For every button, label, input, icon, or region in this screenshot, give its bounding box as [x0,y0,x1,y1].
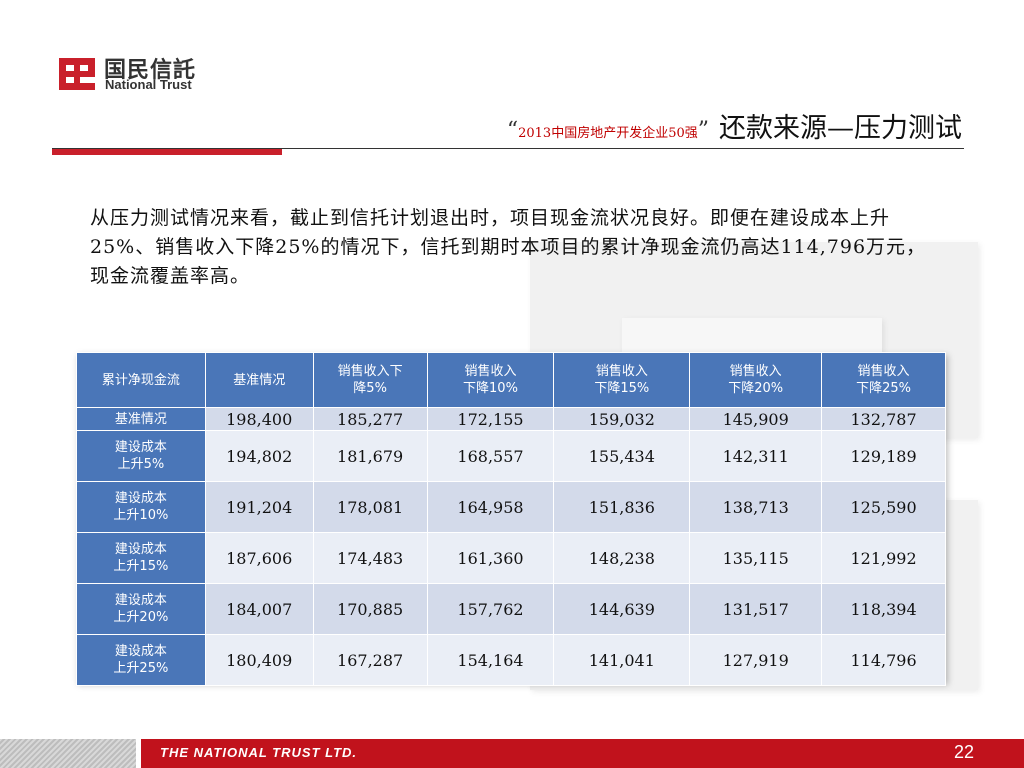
table-cell: 138,713 [689,481,823,533]
row-header: 建设成本 上升5% [76,430,206,482]
table-cell: 114,796 [821,634,946,686]
table-cell: 145,909 [689,407,823,431]
title-main-text: 还款来源—压力测试 [719,113,962,144]
table-cell: 184,007 [204,583,314,635]
table-cell: 174,483 [312,532,428,584]
footer-bar [141,739,1024,768]
table-cell: 154,164 [426,634,555,686]
table-row: 建设成本 上升5% 194,802 181,679 168,557 155,434… [76,430,946,482]
table-cell: 161,360 [426,532,555,584]
table-cell: 187,606 [204,532,314,584]
table-cell: 170,885 [312,583,428,635]
footer-decoration [0,739,136,768]
table-row: 建设成本 上升25% 180,409 167,287 154,164 141,04… [76,634,946,686]
title-accent-bar [52,149,282,155]
table-cell: 180,409 [204,634,314,686]
table-cell: 129,189 [821,430,946,482]
table-cell: 157,762 [426,583,555,635]
title-open-quote: “ [506,118,519,143]
header-cell: 基准情况 [204,352,314,408]
table-cell: 151,836 [553,481,691,533]
header-cell: 累计净现金流 [76,352,206,408]
table-row: 基准情况 198,400 185,277 172,155 159,032 145… [76,407,946,431]
row-header: 建设成本 上升25% [76,634,206,686]
header-cell: 销售收入 下降15% [553,352,691,408]
title-underline [52,148,964,149]
table-header-row: 累计净现金流 基准情况 销售收入下 降5% 销售收入 下降10% 销售收入 下降15%… [76,352,946,408]
table-cell: 172,155 [426,407,555,431]
table-cell: 121,992 [821,532,946,584]
header-cell: 销售收入下 降5% [312,352,428,408]
table-row: 建设成本 上升20% 184,007 170,885 157,762 144,63… [76,583,946,635]
footer-company-name: THE NATIONAL TRUST LTD. [160,745,358,760]
table-cell: 191,204 [204,481,314,533]
table-cell: 155,434 [553,430,691,482]
national-trust-logo-icon [57,56,97,92]
table-cell: 125,590 [821,481,946,533]
row-header: 建设成本 上升20% [76,583,206,635]
table-cell: 142,311 [689,430,823,482]
row-header: 建设成本 上升15% [76,532,206,584]
row-header: 基准情况 [76,407,206,431]
table-cell: 148,238 [553,532,691,584]
table-cell: 118,394 [821,583,946,635]
table-cell: 164,958 [426,481,555,533]
header-cell: 销售收入 下降25% [821,352,946,408]
logo-english-name: National Trust [105,77,192,92]
table-cell: 131,517 [689,583,823,635]
header-cell: 销售收入 下降10% [426,352,555,408]
table-cell: 167,287 [312,634,428,686]
header-cell: 销售收入 下降20% [689,352,823,408]
page-number: 22 [953,742,974,762]
table-cell: 141,041 [553,634,691,686]
intro-paragraph: 从压力测试情况来看，截止到信托计划退出时，项目现金流状况良好。即便在建设成本上升… [90,207,927,287]
page-title: “2013中国房地产开发企业50强” 还款来源—压力测试 [507,106,962,145]
table-cell: 178,081 [312,481,428,533]
row-header: 建设成本 上升10% [76,481,206,533]
table-cell: 194,802 [204,430,314,482]
table-cell: 185,277 [312,407,428,431]
company-logo: 国民信託 National Trust [57,54,217,94]
table-row: 建设成本 上升15% 187,606 174,483 161,360 148,23… [76,532,946,584]
table-cell: 198,400 [204,407,314,431]
table-cell: 127,919 [689,634,823,686]
title-close-quote: ” [697,118,709,143]
table-cell: 144,639 [553,583,691,635]
table-cell: 132,787 [821,407,946,431]
logo-chinese-name: 国民信託 [104,58,197,83]
stress-test-table: 累计净现金流 基准情况 销售收入下 降5% 销售收入 下降10% 销售收入 下降15%… [76,352,946,686]
table-cell: 181,679 [312,430,428,482]
table-cell: 168,557 [426,430,555,482]
table-row: 建设成本 上升10% 191,204 178,081 164,958 151,83… [76,481,946,533]
table-cell: 159,032 [553,407,691,431]
table-cell: 135,115 [689,532,823,584]
title-highlight: 2013中国房地产开发企业50强 [518,126,698,141]
